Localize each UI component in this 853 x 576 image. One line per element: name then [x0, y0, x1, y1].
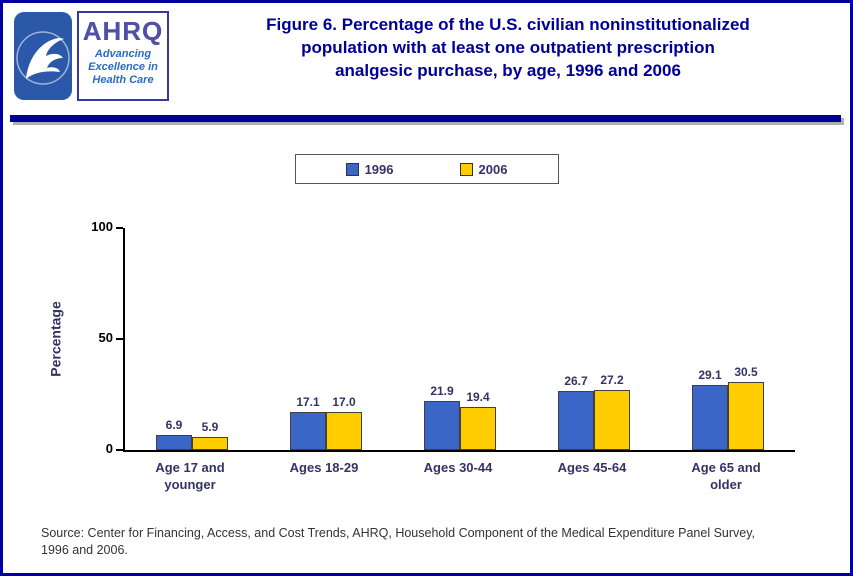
source-note: Source: Center for Financing, Access, an…	[41, 525, 830, 559]
bar-value-label: 5.9	[201, 419, 219, 434]
bar-2006	[192, 436, 228, 450]
bar-col-2006: 5.9	[192, 420, 228, 450]
bar-value-label: 19.4	[466, 389, 490, 404]
bar-value-label: 27.2	[600, 372, 624, 387]
ahrq-tagline-line2: Excellence in	[88, 61, 158, 73]
legend-item-2006: 2006	[459, 161, 508, 177]
legend-swatch-1996	[345, 162, 359, 176]
category-label: Ages 45-64	[525, 459, 659, 493]
header-divider	[10, 115, 841, 122]
bar-value-label: 30.5	[734, 365, 758, 380]
plot-area: 6.9 5.9 17.1 17.0 21.9 19.4 26.7 27.2 29.1 30.5 0…	[91, 219, 795, 456]
ahrq-tagline: Advancing Excellence in Health Care	[88, 48, 158, 87]
bar-col-1996: 21.9	[424, 384, 460, 450]
legend-label-1996: 1996	[364, 161, 394, 177]
bar-col-2006: 30.5	[728, 365, 764, 450]
category-label: Ages 18-29	[257, 459, 391, 493]
ahrq-tagline-line3: Health Care	[92, 74, 154, 86]
y-tick-label: 50	[98, 330, 113, 345]
bar-2006	[728, 382, 764, 450]
legend-swatch-2006	[459, 162, 473, 176]
bar-1996	[692, 385, 728, 450]
bar-col-2006: 19.4	[460, 390, 496, 450]
bar-1996	[424, 401, 460, 450]
y-tick-mark	[116, 449, 123, 451]
y-tick-mark	[116, 338, 123, 340]
bar-value-label: 17.1	[296, 395, 320, 410]
ahrq-logo: AHRQ Advancing Excellence in Health Care	[77, 11, 169, 101]
category-label-text: Age 65 and older	[691, 460, 761, 492]
bar-value-label: 6.9	[165, 417, 183, 432]
bar-value-label: 29.1	[698, 368, 722, 383]
bar-1996	[290, 412, 326, 450]
source-line2: 1996 and 2006.	[41, 543, 128, 557]
category-label-text: Ages 45-64	[557, 460, 627, 475]
hhs-eagle-icon	[14, 12, 72, 100]
figure-title-line2: population with at least one outpatient …	[301, 38, 715, 57]
category-label: Age 65 and older	[659, 459, 793, 493]
bar-col-1996: 6.9	[156, 418, 192, 450]
category-label: Age 17 and younger	[123, 459, 257, 493]
bar-2006	[460, 406, 496, 450]
bar-value-label: 26.7	[564, 373, 588, 388]
bar-col-1996: 17.1	[290, 395, 326, 450]
bar-groups: 6.9 5.9 17.1 17.0 21.9 19.4 26.7 27.2 29.1 30.5	[125, 228, 795, 450]
bar-col-2006: 17.0	[326, 395, 362, 450]
y-tick-label: 100	[91, 219, 113, 234]
bar-1996	[558, 390, 594, 450]
hhs-logo	[13, 11, 73, 101]
bar-2006	[594, 389, 630, 450]
bar-col-1996: 29.1	[692, 368, 728, 450]
ahrq-tagline-line1: Advancing	[94, 48, 152, 60]
y-tick-mark	[116, 227, 123, 229]
bar-group-5: 29.1 30.5	[661, 228, 795, 450]
source-line1: Source: Center for Financing, Access, an…	[41, 526, 756, 540]
figure-title: Figure 6. Percentage of the U.S. civilia…	[178, 13, 838, 82]
bar-value-label: 17.0	[332, 395, 356, 410]
category-label: Ages 30-44	[391, 459, 525, 493]
legend-item-1996: 1996	[345, 161, 394, 177]
bar-col-1996: 26.7	[558, 374, 594, 450]
chart-legend: 1996 2006	[294, 154, 559, 184]
category-label-text: Ages 30-44	[423, 460, 493, 475]
figure-title-line1: Figure 6. Percentage of the U.S. civilia…	[266, 15, 750, 34]
bar-group-3: 21.9 19.4	[393, 228, 527, 450]
bar-group-1: 6.9 5.9	[125, 228, 259, 450]
y-axis-title: Percentage	[43, 228, 69, 450]
bar-value-label: 21.9	[430, 384, 454, 399]
category-label-text: Ages 18-29	[289, 460, 359, 475]
figure-title-line3: analgesic purchase, by age, 1996 and 200…	[335, 61, 681, 80]
bar-group-2: 17.1 17.0	[259, 228, 393, 450]
y-axis-title-text: Percentage	[48, 301, 65, 377]
category-labels: Age 17 and younger Ages 18-29 Ages 30-44 Ag…	[123, 459, 793, 493]
logo-area: AHRQ Advancing Excellence in Health Care	[13, 11, 169, 101]
legend-label-2006: 2006	[478, 161, 508, 177]
bar-2006	[326, 412, 362, 450]
y-tick-label: 0	[105, 441, 113, 456]
bar-col-2006: 27.2	[594, 373, 630, 450]
category-label-text: Age 17 and younger	[155, 460, 225, 492]
bar-group-4: 26.7 27.2	[527, 228, 661, 450]
ahrq-acronym: AHRQ	[82, 16, 164, 46]
bar-1996	[156, 434, 192, 450]
